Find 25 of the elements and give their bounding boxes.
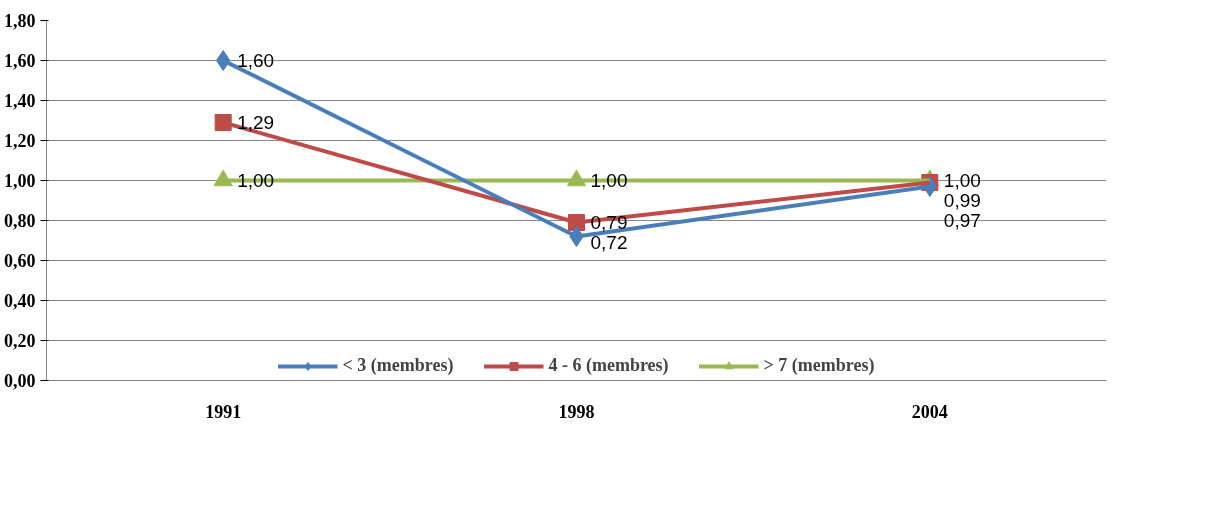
data-label: 1,00	[590, 170, 628, 191]
legend-label: 4 - 6 (membres)	[548, 355, 669, 376]
y-tick-label: 0,20	[4, 331, 36, 351]
data-label: 1,29	[237, 112, 275, 133]
y-tick-label: 1,40	[4, 91, 36, 111]
data-label: 1,00	[943, 170, 981, 191]
data-label: 0,72	[590, 232, 628, 253]
data-label: 0,97	[943, 210, 981, 231]
legend-label: < 3 (membres)	[342, 355, 454, 376]
y-tick-label: 1,60	[4, 51, 36, 71]
y-tick-label: 0,00	[4, 371, 36, 391]
data-label: 0,99	[943, 190, 981, 211]
legend-label: > 7 (membres)	[763, 355, 875, 376]
y-tick-label: 0,60	[4, 251, 36, 271]
x-tick-label: 2004	[911, 401, 948, 422]
y-tick-label: 1,20	[4, 131, 36, 151]
x-tick-label: 1998	[558, 401, 595, 422]
y-tick-label: 0,80	[4, 211, 36, 231]
point	[216, 50, 231, 71]
data-label: 1,60	[237, 50, 275, 71]
y-tick-label: 1,00	[4, 171, 36, 191]
x-tick-label: 1991	[205, 401, 242, 422]
data-label: 1,00	[237, 170, 275, 191]
y-tick-label: 1,80	[4, 11, 36, 31]
y-tick-label: 0,40	[4, 291, 36, 311]
